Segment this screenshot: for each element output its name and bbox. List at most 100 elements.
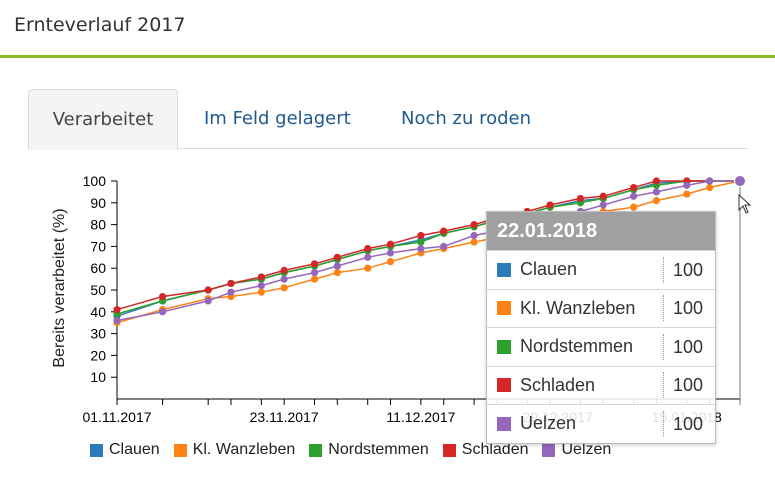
tooltip-row: Schladen 100: [487, 365, 715, 405]
data-point: [227, 288, 235, 296]
tooltip-date: 22.01.2018: [487, 212, 715, 250]
legend-item-nordstemmen[interactable]: Nordstemmen: [309, 440, 429, 460]
data-point: [158, 292, 167, 301]
legend-label: Kl. Wanzleben: [192, 441, 296, 458]
data-point: [683, 190, 691, 198]
data-point: [440, 242, 448, 250]
y-tick-label: 30: [90, 326, 106, 342]
chart-legend: Clauen Kl. Wanzleben Nordstemmen Schlade…: [90, 440, 611, 460]
legend-item-schladen[interactable]: Schladen: [442, 440, 529, 460]
legend-label: Nordstemmen: [328, 441, 429, 458]
data-point: [470, 221, 478, 229]
data-point: [333, 268, 341, 277]
data-point: [470, 231, 478, 240]
data-point: [417, 238, 425, 246]
tooltip-value: 100: [663, 256, 715, 283]
y-tick-label: 40: [90, 304, 106, 320]
data-point: [386, 258, 395, 266]
legend-swatch: [173, 443, 187, 457]
data-point: [630, 192, 638, 200]
hover-point: [734, 175, 746, 187]
data-point: [386, 249, 395, 257]
data-point: [280, 275, 288, 283]
tooltip-series-name: Schladen: [520, 374, 596, 395]
x-tick-label: 11.12.2017: [386, 409, 455, 425]
tooltip-series-name: Clauen: [520, 259, 578, 280]
tab-bar: Verarbeitet Im Feld gelagert Noch zu rod…: [28, 89, 748, 150]
data-point: [576, 194, 585, 203]
data-point: [113, 306, 121, 314]
tooltip-row: Clauen 100: [487, 250, 715, 289]
legend-item-clauen[interactable]: Clauen: [90, 440, 160, 460]
legend-swatch: [309, 443, 323, 457]
tooltip-swatch: [497, 301, 511, 316]
tab-verarbeitet[interactable]: Verarbeitet: [28, 89, 178, 150]
data-point: [386, 240, 395, 248]
legend-label: Uelzen: [561, 441, 612, 458]
y-axis-label: Bereits verarbeitet (%): [51, 208, 68, 367]
y-tick-label: 90: [90, 195, 106, 211]
data-point: [310, 275, 319, 283]
data-point: [280, 284, 288, 292]
data-point: [204, 297, 212, 305]
data-point: [333, 262, 341, 270]
page-title: Ernteverlauf 2017: [14, 14, 186, 36]
data-point: [280, 266, 288, 274]
data-point: [204, 286, 212, 294]
tooltip-value: 100: [663, 410, 715, 437]
data-point: [310, 268, 319, 277]
y-tick-label: 100: [83, 173, 107, 189]
tooltip-series-name: Kl. Wanzleben: [520, 297, 636, 318]
legend-swatch: [542, 443, 556, 457]
y-tick-label: 10: [90, 369, 106, 385]
data-point: [599, 201, 607, 209]
y-tick-label: 20: [90, 347, 106, 363]
y-tick-label: 80: [90, 217, 106, 233]
data-point: [417, 244, 425, 253]
data-point: [333, 253, 341, 261]
data-point: [417, 231, 425, 240]
data-point: [310, 260, 319, 268]
legend-item-uelzen[interactable]: Uelzen: [542, 440, 611, 460]
data-point: [706, 177, 714, 185]
data-point: [630, 183, 638, 192]
data-point: [113, 316, 121, 325]
data-point: [257, 288, 265, 296]
tooltip-value: 100: [663, 372, 715, 399]
tooltip-series-name: Uelzen: [520, 413, 577, 434]
data-point: [706, 183, 714, 192]
data-point: [364, 264, 372, 272]
tooltip-swatch: [497, 378, 511, 393]
data-point: [470, 238, 478, 246]
data-point: [683, 181, 691, 189]
data-point: [440, 227, 448, 235]
tooltip-series-name: Nordstemmen: [520, 336, 634, 357]
data-point: [158, 308, 167, 316]
tooltip-row: Kl. Wanzleben 100: [487, 288, 715, 328]
data-point: [257, 273, 265, 281]
legend-swatch: [442, 443, 456, 457]
data-point: [599, 192, 607, 200]
legend-label: Clauen: [109, 441, 160, 458]
data-point: [364, 244, 372, 253]
data-point: [652, 188, 661, 196]
y-tick-label: 50: [90, 282, 106, 298]
tab-im-feld-gelagert[interactable]: Im Feld gelagert: [204, 108, 351, 129]
y-tick-label: 70: [90, 238, 106, 254]
tooltip-value: 100: [663, 295, 715, 322]
chart-tooltip: 22.01.2018 Clauen 100 Kl. Wanzleben 100 …: [486, 211, 716, 444]
legend-label: Schladen: [461, 441, 529, 458]
tooltip-value: 100: [663, 333, 715, 360]
y-tick-label: 60: [90, 260, 106, 276]
data-point: [652, 177, 661, 185]
data-point: [364, 253, 372, 261]
data-point: [227, 279, 235, 288]
tab-noch-zu-roden[interactable]: Noch zu roden: [401, 108, 532, 129]
data-point: [257, 282, 265, 290]
data-point: [630, 203, 638, 211]
tooltip-row: Nordstemmen 100: [487, 327, 715, 366]
legend-swatch: [90, 443, 103, 457]
mouse-pointer-icon: [738, 194, 752, 214]
legend-item-kl-wanzleben[interactable]: Kl. Wanzleben: [173, 440, 296, 460]
x-tick-label: 01.11.2017: [82, 409, 151, 425]
